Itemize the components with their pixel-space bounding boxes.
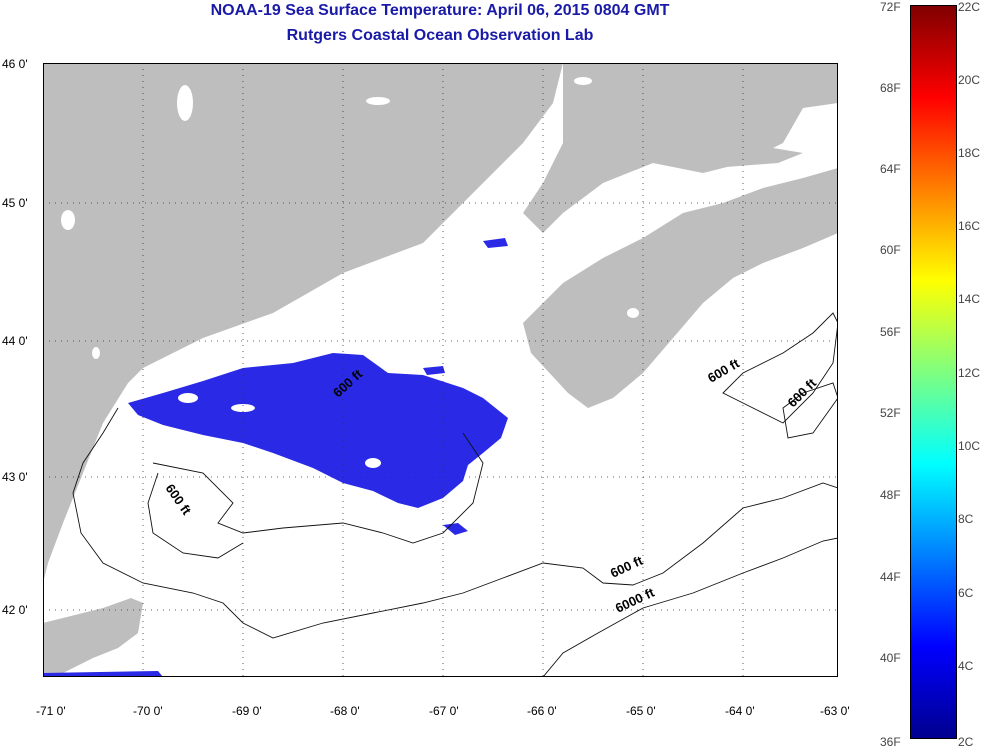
cbar-c-22: 22C (958, 0, 981, 14)
lon-label-70: -70 0' (133, 704, 163, 718)
lon-label-67: -67 0' (429, 704, 459, 718)
contour-600-shoal (782, 382, 838, 439)
lon-label-66: -66 0' (527, 704, 557, 718)
landmass-pei (663, 143, 803, 168)
graticule (43, 63, 838, 677)
contour-600-east (722, 312, 838, 424)
lat-label-42: 42 0' (2, 603, 28, 617)
cloud-holes (178, 393, 381, 468)
cbar-f-40: 40F (880, 651, 901, 665)
cbar-c-10: 10C (958, 439, 981, 453)
sst-bottom-strip (43, 671, 163, 677)
lon-label-68: -68 0' (330, 704, 360, 718)
sst-speck-1 (483, 238, 508, 248)
cbar-c-8: 8C (958, 512, 974, 526)
cbar-f-36: 36F (880, 735, 901, 749)
map-frame (43, 63, 838, 677)
lat-label-43: 43 0' (2, 470, 28, 484)
cbar-f-56: 56F (880, 325, 901, 339)
lon-label-71: -71 0' (36, 704, 66, 718)
cbar-c-16: 16C (958, 219, 981, 233)
cbar-c-14: 14C (958, 292, 981, 306)
cbar-c-6: 6C (958, 586, 974, 600)
contour-600-basin (152, 432, 484, 544)
lon-label-64: -64 0' (725, 704, 755, 718)
chart-title: NOAA-19 Sea Surface Temperature: April 0… (210, 2, 670, 19)
cbar-f-72: 72F (880, 0, 901, 14)
lat-label-45: 45 0' (2, 196, 28, 210)
cbar-c-18: 18C (958, 146, 981, 160)
lat-label-46: 46 0' (2, 57, 28, 71)
sst-speck-2 (423, 366, 445, 375)
cbar-c-4: 4C (958, 659, 974, 673)
colorbar (910, 5, 957, 739)
landmass-new-england (43, 63, 563, 583)
cbar-f-52: 52F (880, 406, 901, 420)
landmass-cape-cod (43, 598, 143, 677)
cbar-c-20: 20C (958, 73, 981, 87)
chart-subtitle: Rutgers Coastal Ocean Observation Lab (286, 27, 594, 44)
contour-600-gulf (72, 407, 838, 639)
landmass-nova-scotia (523, 168, 838, 408)
land-masses (43, 63, 838, 677)
lon-label-63: -63 0' (820, 704, 850, 718)
sst-cold-patch (128, 353, 508, 508)
contour-600-west (147, 472, 244, 559)
cbar-c-2: 2C (958, 735, 974, 749)
sst-small-patch (443, 523, 468, 535)
cbar-f-68: 68F (880, 81, 901, 95)
landmass-new-brunswick (513, 63, 838, 233)
cbar-f-60: 60F (880, 243, 901, 257)
contour-6000 (542, 537, 838, 677)
cbar-c-12: 12C (958, 366, 981, 380)
sst-map: 600 ft 600 ft 600 ft 600 ft 600 ft 6000 … (43, 63, 838, 677)
cbar-f-44: 44F (880, 570, 901, 584)
cbar-f-64: 64F (880, 162, 901, 176)
lon-label-65: -65 0' (626, 704, 656, 718)
lon-label-69: -69 0' (232, 704, 262, 718)
depth-contours (72, 312, 838, 677)
lakes (61, 77, 639, 359)
lat-label-44: 44 0' (2, 334, 28, 348)
cbar-f-48: 48F (880, 488, 901, 502)
colorbar-gradient (911, 6, 956, 738)
